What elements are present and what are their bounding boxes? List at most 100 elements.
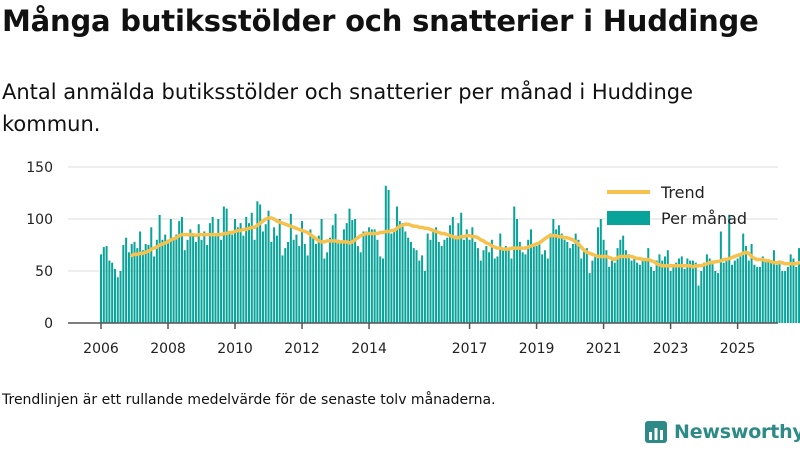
bar xyxy=(672,266,675,323)
bar xyxy=(239,223,242,323)
bar xyxy=(164,234,167,323)
y-tick-label: 150 xyxy=(26,160,53,176)
bar xyxy=(468,239,471,323)
bar xyxy=(211,216,214,323)
bar xyxy=(183,250,186,323)
bar xyxy=(507,248,510,323)
bar xyxy=(563,239,566,323)
bar xyxy=(571,243,574,323)
bar xyxy=(683,268,686,323)
y-tick-label: 100 xyxy=(26,212,53,228)
bar xyxy=(432,229,435,323)
bar xyxy=(560,233,563,323)
bar xyxy=(580,258,583,323)
bar xyxy=(194,241,197,323)
bar xyxy=(379,256,382,323)
bar xyxy=(454,235,457,323)
bar xyxy=(287,241,290,323)
bar xyxy=(130,243,133,323)
bar xyxy=(742,233,745,323)
bar xyxy=(401,223,404,323)
bar xyxy=(510,258,513,323)
bar xyxy=(753,264,756,323)
bar xyxy=(781,271,784,323)
bar xyxy=(108,260,111,323)
bar xyxy=(312,237,315,323)
bar xyxy=(521,252,524,323)
bar xyxy=(784,271,787,323)
legend-bar-label: Per månad xyxy=(661,209,747,228)
bar xyxy=(789,254,792,323)
bar xyxy=(518,241,521,323)
bar xyxy=(557,225,560,323)
x-tick-label: 2021 xyxy=(586,341,622,357)
bar xyxy=(105,246,108,323)
bar xyxy=(664,256,667,323)
bar xyxy=(178,221,181,323)
bar xyxy=(602,239,605,323)
bar xyxy=(728,214,731,323)
bar xyxy=(772,250,775,323)
bar xyxy=(169,219,172,323)
bar xyxy=(599,219,602,323)
y-tick-label: 50 xyxy=(35,264,53,280)
bar xyxy=(278,219,281,323)
bar xyxy=(798,248,800,323)
bar xyxy=(719,231,722,323)
bar xyxy=(426,233,429,323)
bar xyxy=(331,225,334,323)
bar xyxy=(546,258,549,323)
bar xyxy=(435,227,438,323)
bar xyxy=(619,239,622,323)
bar xyxy=(370,229,373,323)
bar xyxy=(644,258,647,323)
bar xyxy=(404,231,407,323)
bar xyxy=(624,250,627,323)
bar xyxy=(761,256,764,323)
bar xyxy=(153,256,156,323)
bar xyxy=(373,229,376,323)
bar xyxy=(661,260,664,323)
bar xyxy=(641,258,644,323)
bar xyxy=(633,258,636,323)
bar xyxy=(418,260,421,323)
bar xyxy=(314,243,317,323)
footnote: Trendlinjen är ett rullande medelvärde f… xyxy=(2,392,496,408)
bar xyxy=(359,252,362,323)
bar xyxy=(722,262,725,323)
bar xyxy=(705,254,708,323)
bar xyxy=(303,243,306,323)
bar xyxy=(610,260,613,323)
bar xyxy=(200,239,203,323)
bar xyxy=(208,223,211,323)
bar xyxy=(686,258,689,323)
bar xyxy=(474,241,477,323)
x-tick-label: 2025 xyxy=(720,341,756,357)
bar xyxy=(334,213,337,323)
bar xyxy=(711,260,714,323)
bar xyxy=(440,246,443,323)
bar xyxy=(365,231,368,323)
bar xyxy=(677,258,680,323)
bar xyxy=(482,250,485,323)
bar xyxy=(267,210,270,323)
bar xyxy=(655,260,658,323)
bar xyxy=(328,237,331,323)
bar xyxy=(658,254,661,323)
bar xyxy=(636,262,639,323)
bar xyxy=(594,256,597,323)
bar xyxy=(384,185,387,323)
bar-chart-logo-icon xyxy=(645,421,667,443)
y-axis-ticks: 0 50 100 150 xyxy=(26,160,53,332)
bar xyxy=(102,247,105,323)
x-tick-label: 2006 xyxy=(83,341,119,357)
bar xyxy=(354,219,357,323)
bar xyxy=(295,234,298,323)
bar xyxy=(326,252,329,323)
bar xyxy=(376,239,379,323)
bar xyxy=(471,227,474,323)
bar xyxy=(111,262,114,323)
bar xyxy=(449,225,452,323)
bar xyxy=(457,223,460,323)
bar xyxy=(133,241,136,323)
